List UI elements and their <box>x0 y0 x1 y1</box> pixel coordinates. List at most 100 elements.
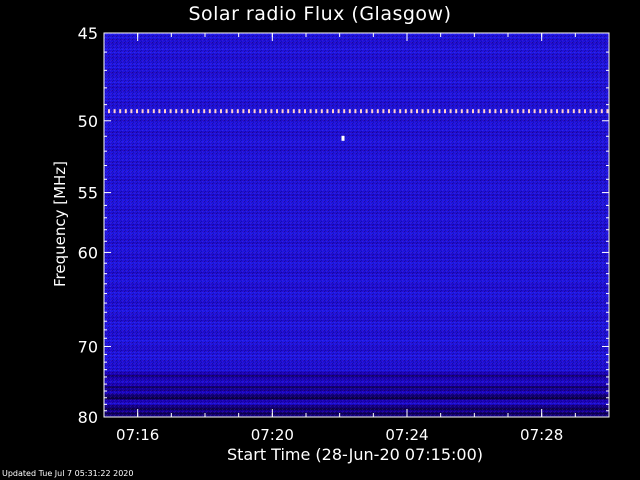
interference-spike <box>203 109 206 114</box>
interference-spike <box>332 109 334 114</box>
y-tick-label: 55 <box>78 184 98 203</box>
x-tick-label: 07:28 <box>520 426 563 444</box>
interference-spike <box>147 109 150 114</box>
interference-spike <box>505 109 508 114</box>
interference-spike <box>460 109 463 114</box>
interference-spike <box>410 109 413 114</box>
interference-spike <box>208 109 211 114</box>
interference-spike <box>399 109 402 114</box>
interference-spike <box>584 109 586 114</box>
updated-timestamp: Updated Tue Jul 7 05:31:22 2020 <box>2 469 134 478</box>
y-axis-label: Frequency [MHz] <box>51 160 69 288</box>
interference-spike <box>550 109 553 114</box>
y-tick-label: 45 <box>78 24 98 43</box>
interference-spike <box>309 109 312 114</box>
y-tick-label: 60 <box>78 243 98 262</box>
interference-spike <box>348 109 351 114</box>
interference-spike <box>253 109 256 114</box>
interference-spike <box>214 109 217 114</box>
interference-spike <box>186 109 189 114</box>
interference-spike <box>225 109 228 114</box>
interference-spike <box>337 109 340 114</box>
interference-spike <box>483 109 486 114</box>
interference-spike <box>287 109 290 114</box>
interference-spike <box>595 109 598 114</box>
interference-spike <box>449 109 452 114</box>
interference-spike <box>175 109 178 114</box>
interference-spike <box>113 109 116 114</box>
interference-spike <box>472 109 474 114</box>
interference-spike <box>108 109 110 114</box>
burst-spot <box>341 135 345 141</box>
interference-spike <box>158 109 161 114</box>
interference-spike <box>416 109 418 114</box>
interference-spike <box>304 109 306 114</box>
bursts <box>341 135 345 141</box>
interference-spike <box>589 109 592 114</box>
interference-spike <box>371 109 374 114</box>
interference-spike <box>343 109 346 114</box>
interference-spike <box>164 109 166 114</box>
interference-spike <box>292 109 295 114</box>
interference-spike <box>578 109 581 114</box>
interference-spike <box>455 109 458 114</box>
noise-texture <box>104 33 609 417</box>
interference-spike <box>404 109 407 114</box>
interference-spike <box>606 109 609 114</box>
interference-comb <box>108 109 609 114</box>
interference-spike <box>376 109 379 114</box>
interference-spike <box>600 109 603 114</box>
interference-spike <box>488 109 491 114</box>
interference-spike <box>393 109 396 114</box>
interference-spike <box>220 109 222 114</box>
interference-spike <box>382 109 385 114</box>
interference-spike <box>326 109 329 114</box>
interference-spike <box>522 109 525 114</box>
interference-spike <box>500 109 502 114</box>
y-tick-label: 50 <box>78 112 98 131</box>
interference-spike <box>511 109 514 114</box>
interference-spike <box>561 109 564 114</box>
interference-spike <box>528 109 530 114</box>
x-tick-label: 07:20 <box>251 426 294 444</box>
interference-spike <box>124 109 127 114</box>
interference-spike <box>248 109 250 114</box>
interference-spike <box>427 109 430 114</box>
interference-spike <box>180 109 183 114</box>
interference-spike <box>169 109 172 114</box>
interference-spike <box>136 109 138 114</box>
interference-spike <box>466 109 469 114</box>
interference-spike <box>270 109 273 114</box>
interference-spike <box>432 109 435 114</box>
x-tick-label: 07:16 <box>116 426 159 444</box>
interference-spike <box>236 109 239 114</box>
interference-spike <box>197 109 200 114</box>
interference-spike <box>276 109 278 114</box>
interference-spike <box>320 109 323 114</box>
interference-spike <box>567 109 570 114</box>
interference-spike <box>130 109 133 114</box>
interference-spike <box>556 109 558 114</box>
interference-spike <box>516 109 519 114</box>
interference-spike <box>354 109 357 114</box>
interference-spike <box>444 109 446 114</box>
interference-spike <box>242 109 245 114</box>
interference-spike <box>477 109 480 114</box>
interference-spike <box>421 109 424 114</box>
x-axis-ticks: 07:16 07:20 07:24 07:28 <box>116 33 576 444</box>
interference-spike <box>438 109 441 114</box>
interference-spike <box>298 109 301 114</box>
interference-spike <box>141 109 144 114</box>
interference-spike <box>539 109 542 114</box>
interference-spike <box>544 109 547 114</box>
interference-spike <box>281 109 284 114</box>
chart-title: Solar radio Flux (Glasgow) <box>188 3 452 25</box>
interference-spike <box>572 109 575 114</box>
interference-spike <box>533 109 536 114</box>
plot-frame <box>103 32 610 418</box>
interference-spike <box>360 109 362 114</box>
interference-spike <box>264 109 267 114</box>
interference-spike <box>259 109 262 114</box>
